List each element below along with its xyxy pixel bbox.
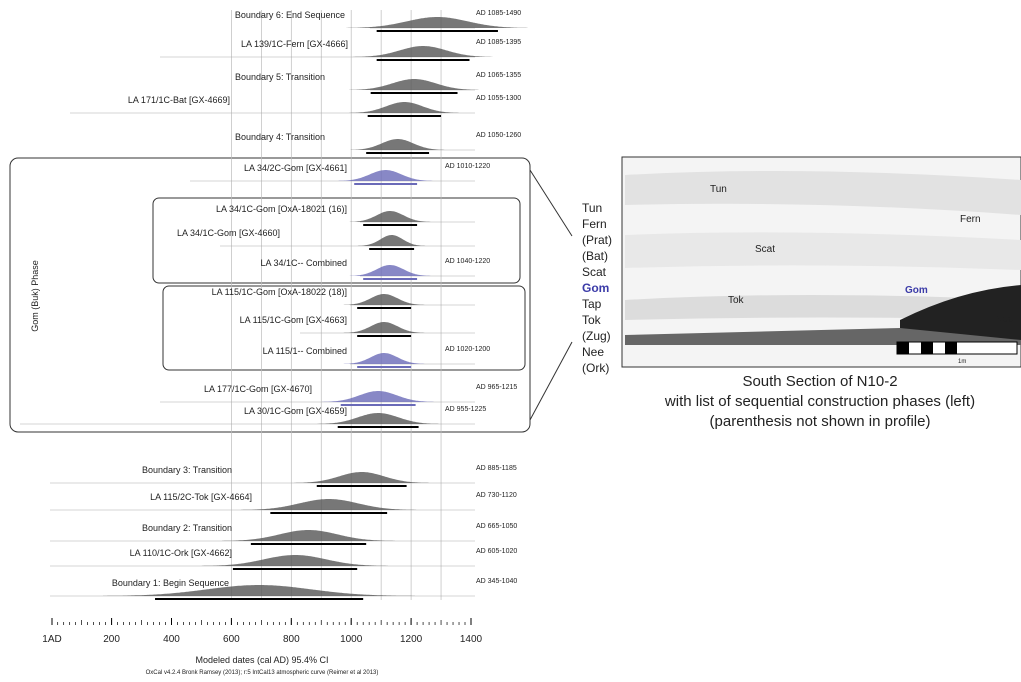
row-label: Boundary 5: Transition (235, 72, 325, 82)
distribution (349, 102, 459, 113)
profile-label: Fern (960, 214, 981, 225)
distribution (353, 46, 492, 57)
tick-label: 1200 (400, 634, 423, 645)
row-label: LA 139/1C-Fern [GX-4666] (241, 39, 348, 49)
row-label: Boundary 2: Transition (142, 523, 232, 533)
phase: Tok (582, 313, 602, 327)
distribution (241, 499, 416, 510)
row-label: LA 34/1C-Gom [GX-4660] (177, 228, 280, 238)
axis-label: Modeled dates (cal AD) 95.4% CI (195, 655, 328, 665)
range-label: AD 955-1225 (445, 406, 486, 413)
phase: Scat (582, 265, 607, 279)
phase: Nee (582, 345, 604, 359)
phase: (Ork) (582, 361, 609, 375)
row-label: LA 34/1C-- Combined (260, 258, 347, 268)
scale-label: 1m (958, 359, 966, 365)
range-label: AD 1040-1220 (445, 258, 490, 265)
tick-label: 200 (103, 634, 120, 645)
row-label: LA 110/1C-Ork [GX-4662] (130, 548, 232, 558)
distribution (344, 353, 425, 364)
range-label: AD 965-1215 (476, 384, 517, 391)
connector (530, 342, 572, 420)
range-label: AD 345-1040 (476, 578, 517, 585)
range-label: AD 1050-1260 (476, 132, 521, 139)
range-label: AD 1055-1300 (476, 95, 521, 102)
row-label: LA 177/1C-Gom [GX-4670] (204, 384, 312, 394)
row-label: LA 115/1C-Gom [OxA-18022 (18)] (212, 287, 347, 297)
figure: Gom (Buk) Phase Tun Fern Scat Tok Gom Nee 1m B… (0, 0, 1021, 677)
phase: Gom (582, 281, 609, 295)
distribution (358, 235, 425, 246)
tick-label: 1AD (42, 634, 61, 645)
phase: Fern (582, 217, 607, 231)
row-label: Boundary 6: End Sequence (235, 10, 345, 20)
profile-label: Scat (755, 244, 775, 255)
range-label: AD 1010-1220 (445, 163, 490, 170)
connector (530, 170, 572, 236)
row-label: LA 34/2C-Gom [GX-4661] (244, 163, 347, 173)
row-label: Boundary 3: Transition (142, 465, 232, 475)
distribution (346, 17, 528, 28)
row-label: LA 115/2C-Tok [GX-4664] (150, 492, 252, 502)
profile-label: Nee (995, 314, 1014, 325)
phase: (Zug) (582, 329, 611, 343)
row-label: LA 115/1C-Gom [GX-4663] (240, 315, 347, 325)
row-label: Boundary 4: Transition (235, 132, 325, 142)
distribution (351, 139, 445, 150)
range-label: AD 1085-1395 (476, 39, 521, 46)
range-label: AD 885-1185 (476, 465, 517, 472)
range-label: AD 605-1020 (476, 548, 517, 555)
distribution (222, 530, 395, 541)
phase: Tap (582, 297, 602, 311)
tick-label: 800 (283, 634, 300, 645)
tick-label: 1000 (340, 634, 363, 645)
distribution (350, 211, 431, 222)
range-label: AD 730-1120 (476, 492, 517, 499)
row-label: LA 171/1C-Bat [GX-4669] (128, 95, 230, 105)
axis-credit: OxCal v4.2.4 Bronk Ramsey (2013); r:5 In… (146, 670, 379, 676)
row-label: LA 30/1C-Gom [GX-4659] (244, 406, 347, 416)
row-label: LA 115/1-- Combined (263, 346, 347, 356)
profile-label: Tok (728, 295, 745, 306)
subgroup-box (163, 286, 525, 370)
distribution (349, 79, 479, 90)
profile-drawing: Tun Fern Scat Tok Gom Nee 1m (622, 157, 1021, 367)
distribution (294, 472, 429, 483)
phase: (Prat) (582, 233, 612, 247)
range-label: AD 1020-1200 (445, 346, 490, 353)
range-label: AD 1065-1355 (476, 72, 521, 79)
range-label: AD 1085-1490 (476, 10, 521, 17)
profile-label: Gom (905, 285, 928, 296)
tick-label: 600 (223, 634, 240, 645)
row-label: LA 34/1C-Gom [OxA-18021 (16)] (216, 204, 347, 214)
tick-label: 1400 (460, 634, 483, 645)
distribution (344, 294, 425, 305)
distribution (339, 170, 433, 181)
distribution (322, 391, 434, 402)
phase: (Bat) (582, 249, 608, 263)
distribution (350, 265, 431, 276)
tick-label: 400 (163, 634, 180, 645)
caption: South Section of N10-2 (742, 373, 897, 390)
group-label: Gom (Buk) Phase (30, 260, 40, 332)
range-label: AD 665-1050 (476, 523, 517, 530)
caption: with list of sequential construction pha… (664, 393, 975, 410)
row-label: Boundary 1: Begin Sequence (112, 578, 229, 588)
caption: (parenthesis not shown in profile) (710, 413, 931, 430)
distribution (344, 322, 425, 333)
profile-label: Tun (710, 184, 727, 195)
phase: Tun (582, 201, 602, 215)
